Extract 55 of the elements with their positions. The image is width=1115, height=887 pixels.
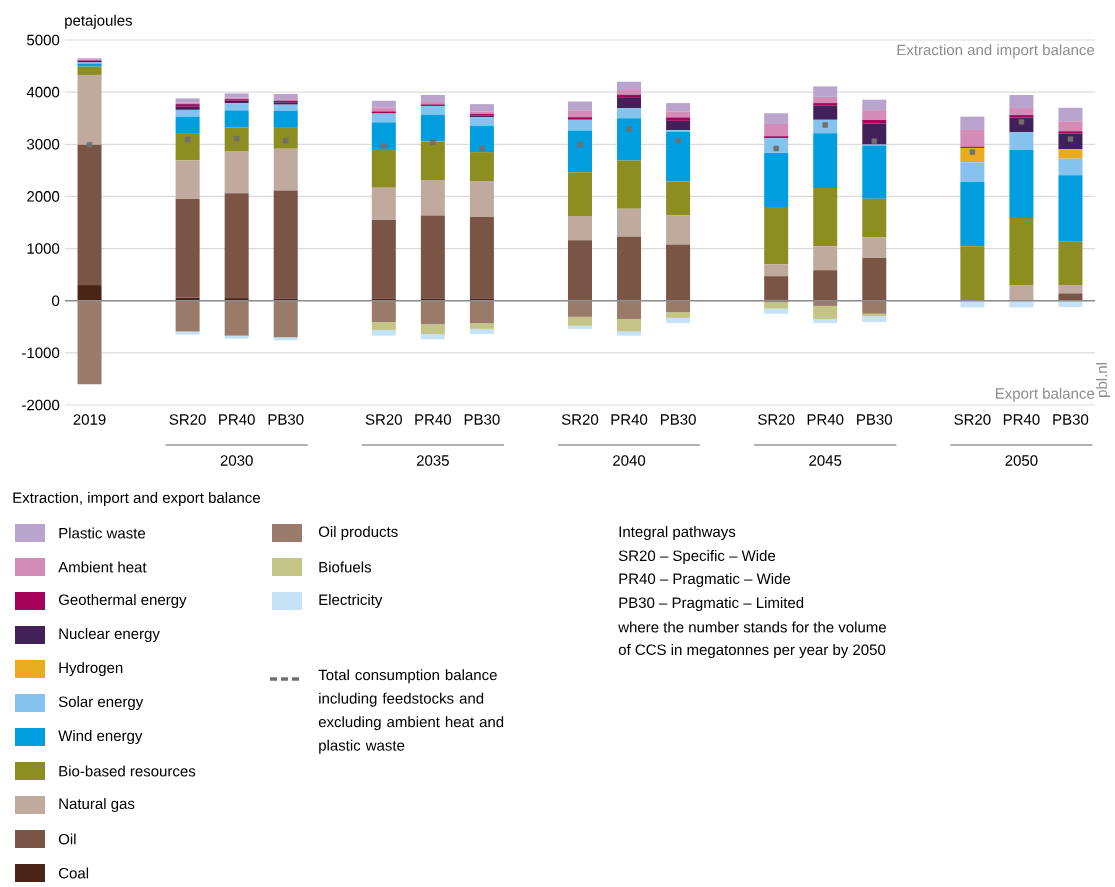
x-tick-label: PB30 [464, 414, 500, 425]
text: PR40 – Pragmatic – Wide [619, 573, 791, 587]
y-tick-label: 3000 [27, 138, 60, 150]
text: pbl.nl [1096, 363, 1110, 397]
x-tick-label: PR40 [611, 414, 648, 425]
y-tick-label: 1000 [27, 243, 60, 254]
text: 2035 [416, 455, 449, 466]
annotation: Export balance [995, 387, 1095, 402]
legend-label: Geothermal energy [58, 594, 187, 608]
x-tick-label: PB30 [268, 414, 304, 425]
text: 2045 [809, 455, 842, 466]
legend-title: Extraction, import and export balance [13, 492, 260, 506]
x-tick-label: SR20 [365, 414, 402, 425]
legend-label: Plastic waste [59, 527, 146, 539]
legend-label: Biofuels [319, 561, 372, 573]
y-tick-label: 0 [52, 295, 60, 307]
y-tick-label: 2000 [27, 191, 60, 202]
x-tick-label: SR20 [954, 414, 991, 425]
legend-label: Bio-based resources [59, 765, 196, 777]
x-tick-label: PR40 [219, 414, 255, 425]
x-tick-label: PR40 [807, 414, 844, 425]
x-tick-label: PR40 [1003, 414, 1040, 425]
text: PB30 – Pragmatic – Limited [619, 597, 804, 611]
text: where the number stands for the volume [618, 621, 886, 633]
x-tick-label: SR20 [561, 414, 599, 425]
legend-label: Coal [58, 867, 89, 879]
x-tick-label: PR40 [415, 414, 452, 425]
y-tick-label: -1000 [22, 347, 60, 359]
legend-label: Ambient heat [58, 561, 147, 573]
legend-label: Total consumption balance including feedstocks and excluding ambient heat and plastic waste [318, 669, 504, 754]
y-axis-title: petajoules [65, 14, 133, 29]
y-tick-label: 4000 [26, 86, 60, 98]
x-tick-label: 2019 [73, 414, 106, 425]
text: 2050 [1005, 455, 1038, 466]
text: Integral pathways [619, 526, 736, 540]
x-tick-label: PB30 [857, 414, 893, 425]
annotation: Extraction and import balance [897, 44, 1095, 59]
x-tick-label: SR20 [169, 414, 206, 425]
x-tick-label: PB30 [1053, 414, 1089, 425]
text: SR20 – Specific – Wide [618, 550, 776, 564]
legend-label: Oil [58, 833, 76, 845]
legend-label: Natural gas [59, 798, 135, 812]
legend-label: Hydrogen [59, 662, 123, 676]
text: 2030 [220, 455, 253, 466]
text: 2040 [613, 455, 646, 466]
legend-label: Nuclear energy [59, 628, 160, 642]
legend-label: Solar energy [58, 696, 144, 710]
legend-label: Electricity [319, 594, 383, 608]
y-tick-label: 5000 [27, 34, 60, 46]
text: of CCS in megatonnes per year by 2050 [618, 644, 886, 658]
x-tick-label: SR20 [758, 414, 795, 425]
x-tick-label: PB30 [660, 414, 696, 425]
legend-label: Oil products [318, 526, 398, 540]
y-tick-label: -2000 [22, 399, 60, 411]
legend-label: Wind energy [58, 730, 143, 744]
